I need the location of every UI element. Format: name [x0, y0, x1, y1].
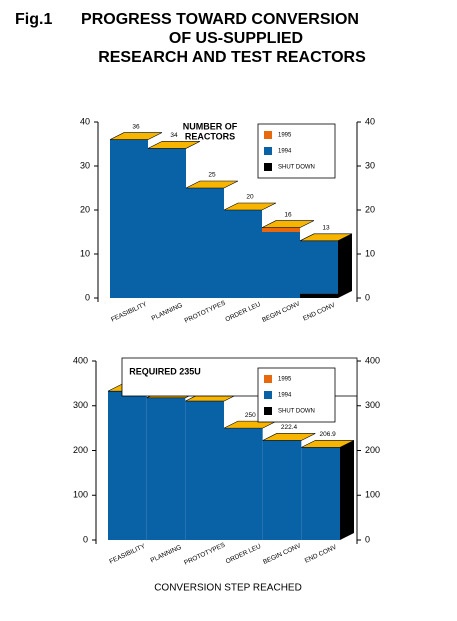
- x-tick-label: PLANNING: [150, 544, 183, 564]
- x-axis-label: CONVERSION STEP REACHED: [154, 583, 302, 594]
- bar-segment: [300, 293, 338, 298]
- bar-segment: [224, 210, 262, 298]
- y2-tick-label: 30: [365, 160, 375, 170]
- value-label: 206.9: [320, 431, 337, 438]
- x-tick-label: PLANNING: [151, 302, 184, 322]
- legend-swatch: [264, 147, 272, 155]
- y2-tick-label: 20: [365, 204, 375, 214]
- bar-segment: [301, 447, 340, 540]
- chart-title: REACTORS: [185, 131, 235, 141]
- bar-top: [147, 141, 201, 149]
- legend-swatch: [264, 407, 272, 415]
- x-tick-label: END CONV: [304, 543, 339, 564]
- legend-label: 1995: [278, 133, 292, 139]
- x-tick-label: ORDER LEU: [224, 301, 262, 324]
- y-tick-label: 200: [73, 445, 88, 455]
- title-line: OF US-SUPPLIED: [169, 30, 303, 47]
- y2-tick-label: 200: [365, 445, 380, 455]
- bar-top: [109, 132, 163, 140]
- legend-label: 1994: [278, 149, 292, 155]
- bar-segment: [146, 397, 186, 540]
- y2-tick-label: 0: [365, 534, 370, 544]
- bar-segment: [110, 139, 148, 298]
- x-tick-label: ORDER LEU: [225, 543, 263, 566]
- value-label: 20: [246, 194, 254, 201]
- bar-side: [338, 233, 352, 298]
- legend-label: SHUT DOWN: [278, 165, 315, 171]
- y-tick-label: 0: [83, 534, 88, 544]
- bar-segment: [262, 227, 300, 232]
- y2-tick-label: 300: [365, 400, 380, 410]
- legend-label: 1994: [278, 393, 292, 399]
- legend-swatch: [264, 131, 272, 139]
- bar-top: [261, 220, 315, 228]
- y-tick-label: 400: [73, 355, 88, 365]
- bar-side: [340, 440, 354, 540]
- x-tick-label: BEGIN CONV: [261, 300, 302, 324]
- x-tick-label: BEGIN CONV: [262, 542, 303, 566]
- value-label: 25: [208, 172, 216, 179]
- bar-top: [185, 180, 239, 189]
- bar-segment: [262, 440, 302, 540]
- legend-label: 1995: [278, 377, 292, 383]
- y-tick-label: 40: [80, 116, 90, 126]
- y-tick-label: 300: [73, 400, 88, 410]
- x-tick-label: FEASIBILITY: [108, 543, 147, 566]
- x-tick-label: FEASIBILITY: [110, 301, 149, 324]
- title-line: RESEARCH AND TEST REACTORS: [98, 49, 366, 66]
- title-line: PROGRESS TOWARD CONVERSION: [81, 11, 359, 28]
- legend-swatch: [264, 391, 272, 399]
- value-label: 16: [284, 211, 292, 218]
- y2-tick-label: 0: [365, 292, 370, 302]
- y2-tick-label: 400: [365, 355, 380, 365]
- legend-swatch: [264, 375, 272, 383]
- y-tick-label: 20: [80, 204, 90, 214]
- x-tick-label: PROTOTYPES: [183, 541, 227, 566]
- bar-segment: [300, 240, 338, 294]
- value-label: 250: [245, 412, 256, 419]
- bar-top: [223, 202, 277, 211]
- chart-title: REQUIRED 235U: [129, 366, 201, 376]
- bar-top: [262, 433, 316, 441]
- y2-tick-label: 10: [365, 248, 375, 258]
- x-tick-label: END CONV: [302, 301, 337, 322]
- value-label: 36: [132, 123, 140, 130]
- value-label: 34: [170, 132, 178, 139]
- value-label: 222.4: [281, 424, 298, 431]
- bar-segment: [185, 401, 224, 540]
- x-tick-label: PROTOTYPES: [184, 299, 228, 324]
- bar-segment: [224, 428, 263, 540]
- y-tick-label: 100: [73, 490, 88, 500]
- bar-segment: [148, 148, 186, 298]
- legend-label: SHUT DOWN: [278, 409, 315, 415]
- bar-segment: [186, 188, 224, 298]
- bar-segment: [108, 391, 147, 540]
- chart-title: NUMBER OF: [183, 121, 238, 131]
- bar-segment: [262, 232, 300, 298]
- value-label: 13: [322, 225, 330, 232]
- y2-tick-label: 100: [365, 490, 380, 500]
- y-tick-label: 0: [85, 292, 90, 302]
- legend-swatch: [264, 163, 272, 171]
- y-tick-label: 30: [80, 160, 90, 170]
- y-tick-label: 10: [80, 248, 90, 258]
- y2-tick-label: 40: [365, 116, 375, 126]
- figure-label: Fig.1: [15, 11, 52, 28]
